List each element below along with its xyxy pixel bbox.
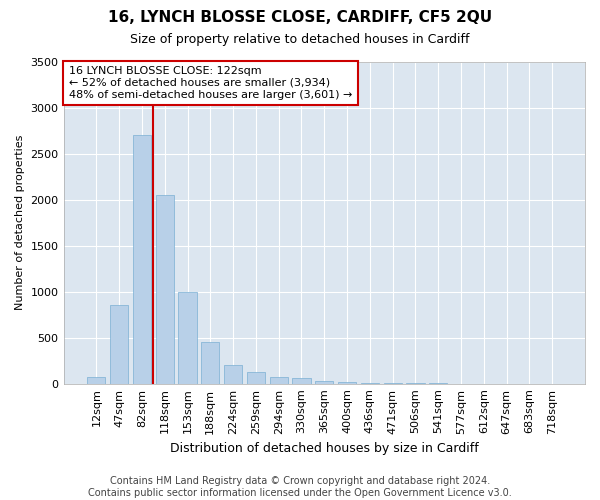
Bar [315,381,334,384]
Text: 16 LYNCH BLOSSE CLOSE: 122sqm
← 52% of detached houses are smaller (3,934)
48% o: 16 LYNCH BLOSSE CLOSE: 122sqm ← 52% of d… [69,66,352,100]
Bar [155,195,174,384]
Text: Size of property relative to detached houses in Cardiff: Size of property relative to detached ho… [130,32,470,46]
Bar [201,342,220,384]
Bar [338,382,356,384]
Text: Contains HM Land Registry data © Crown copyright and database right 2024.
Contai: Contains HM Land Registry data © Crown c… [88,476,512,498]
X-axis label: Distribution of detached houses by size in Cardiff: Distribution of detached houses by size … [170,442,479,455]
Bar [269,377,288,384]
Bar [87,377,106,384]
Bar [247,372,265,384]
Bar [133,135,151,384]
Y-axis label: Number of detached properties: Number of detached properties [15,135,25,310]
Bar [178,292,197,384]
Bar [361,383,379,384]
Bar [224,366,242,384]
Text: 16, LYNCH BLOSSE CLOSE, CARDIFF, CF5 2QU: 16, LYNCH BLOSSE CLOSE, CARDIFF, CF5 2QU [108,10,492,25]
Bar [110,306,128,384]
Bar [292,378,311,384]
